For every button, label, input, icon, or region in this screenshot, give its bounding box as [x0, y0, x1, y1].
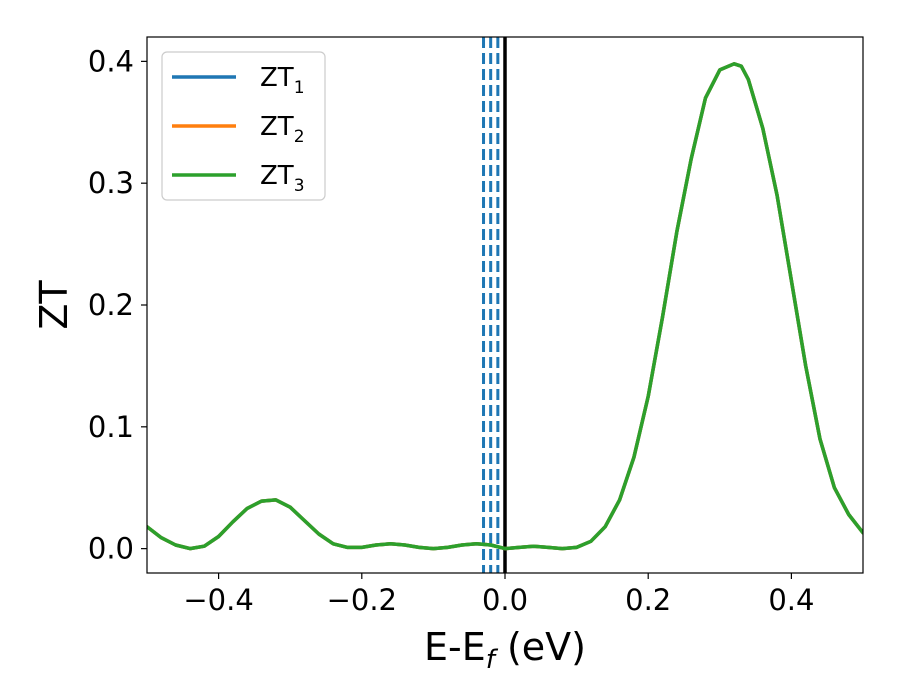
x-tick-label: −0.2	[327, 583, 397, 617]
x-tick-label: 0.0	[482, 583, 528, 617]
x-axis-title-main: E-E	[424, 625, 486, 669]
x-tick-label: 0.4	[768, 583, 814, 617]
series-line-3	[147, 62, 863, 551]
legend-label-1: ZT1	[260, 63, 305, 98]
x-tick-label: 0.2	[625, 583, 671, 617]
legend-label-3: ZT3	[260, 161, 305, 196]
y-tick-label: 0.0	[88, 532, 134, 566]
x-tick-label: −0.4	[183, 583, 253, 617]
x-axis-title: E-Ef (eV)	[424, 625, 586, 675]
x-axis-title-unit: (eV)	[495, 625, 586, 669]
y-tick-label: 0.1	[88, 410, 134, 444]
y-tick-label: 0.2	[88, 288, 134, 322]
axis-ticks: −0.4 −0.2 0.0 0.2 0.4 0.0 0.1 0.2 0.3 0.4	[88, 44, 815, 617]
y-tick-label: 0.4	[88, 44, 134, 78]
legend: ZT1 ZT2 ZT3	[161, 51, 326, 201]
y-tick-label: 0.3	[88, 166, 134, 200]
y-axis-title: ZT	[32, 280, 76, 330]
plot-area	[147, 37, 863, 573]
legend-label-2: ZT2	[260, 112, 305, 147]
legend-box	[161, 51, 326, 201]
